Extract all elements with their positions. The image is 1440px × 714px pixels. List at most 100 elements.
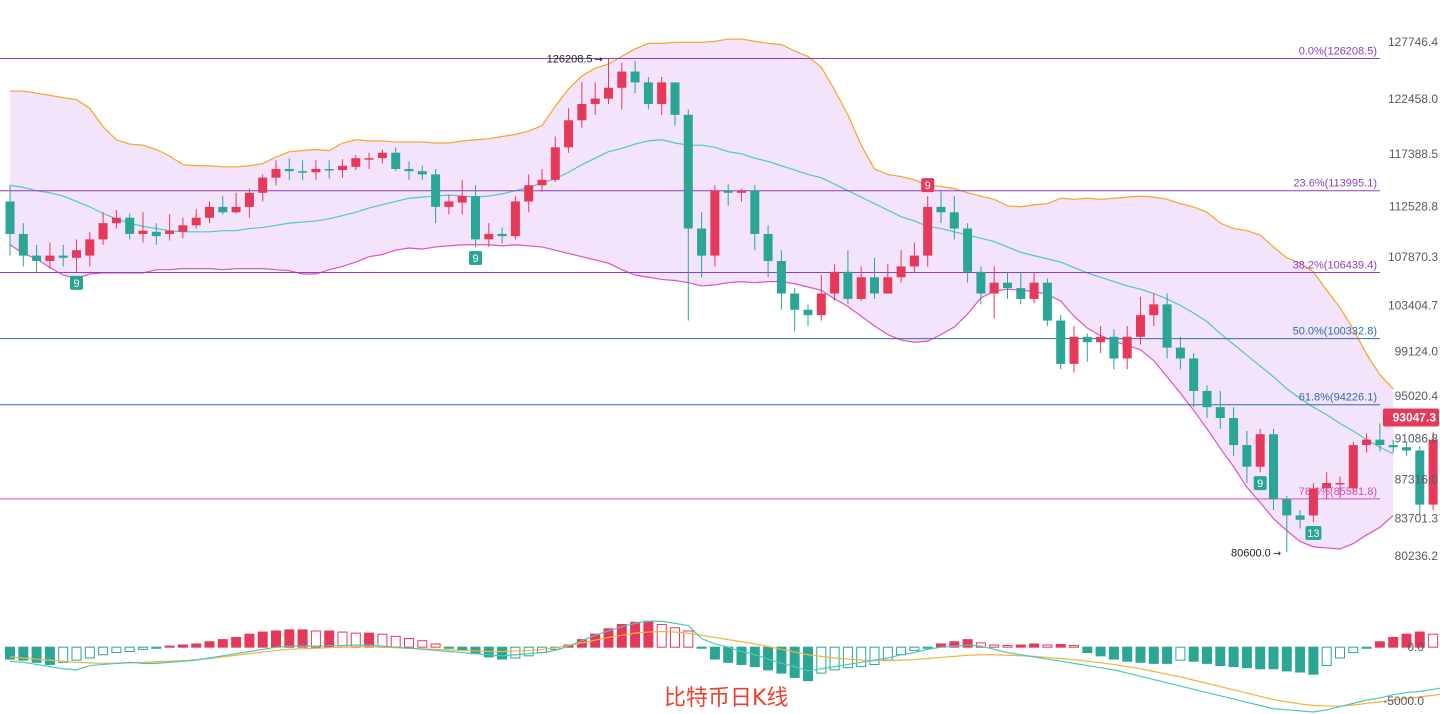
candle-body [1269, 434, 1278, 500]
macd-histogram-bar [789, 646, 800, 678]
td-marker-badge [70, 275, 83, 290]
candle-body [510, 201, 520, 237]
candle-body [923, 206, 933, 256]
bollinger-bands [9, 38, 1394, 550]
candle-body [45, 255, 55, 262]
td-marker: 9 [70, 275, 83, 290]
macd-histogram-bar [922, 646, 933, 649]
candle [564, 108, 574, 153]
candle [58, 244, 68, 267]
macd-histogram-bar [417, 640, 428, 648]
candle-body [1322, 482, 1332, 489]
candle-body [311, 168, 321, 173]
td-marker-text: 9 [1257, 478, 1263, 490]
candle-body [1335, 482, 1345, 485]
macd-histogram-bar [71, 646, 82, 661]
macd-histogram-bar [1042, 644, 1053, 648]
candle [1096, 325, 1106, 354]
macd-histogram-bar [1268, 646, 1279, 670]
candle [617, 62, 627, 110]
candle-body [324, 168, 334, 171]
candle-body [32, 255, 42, 262]
macd-histogram-bar [723, 646, 734, 663]
candle-body [258, 177, 268, 193]
macd-histogram-bar [896, 646, 907, 656]
candle [1122, 325, 1132, 370]
bollinger-lower-line [9, 244, 1394, 550]
candle [391, 147, 401, 172]
td-marker-text: 13 [1307, 528, 1319, 540]
macd-histogram-bar [1414, 631, 1425, 648]
fib-level-label: 0.0%(126208.5) [1299, 45, 1377, 57]
candle [1242, 431, 1252, 483]
macd-histogram-bar [1348, 646, 1359, 654]
candle [205, 201, 214, 224]
td-marker-badge [469, 250, 482, 265]
macd-histogram-bar [124, 646, 135, 652]
candle-body [657, 82, 667, 105]
macd-histogram-bar [856, 646, 867, 668]
candle-body [710, 190, 720, 256]
macd-histogram-bar [164, 645, 175, 648]
candle-body [830, 271, 840, 294]
candle-body [564, 120, 574, 148]
candle [524, 174, 534, 213]
candle [258, 174, 268, 202]
candle-body [1295, 515, 1305, 520]
macd-tick-label: 0.0 [1407, 640, 1424, 654]
candle [1282, 495, 1292, 553]
candle [723, 184, 733, 206]
price-tick-label: 87316.0 [1395, 473, 1439, 487]
candle-body [444, 201, 454, 207]
candle [1069, 325, 1079, 373]
candle [125, 213, 135, 240]
candle-body [1189, 358, 1199, 391]
macd-histogram-bar [1428, 633, 1439, 648]
candle [1348, 441, 1358, 494]
candle [590, 82, 600, 115]
candle [98, 212, 108, 245]
candle [1162, 293, 1172, 359]
price-tick-label: 83701.3 [1395, 512, 1439, 526]
macd-indicator [5, 620, 1440, 713]
macd-histogram-bar [803, 646, 813, 682]
macd-histogram-bar [1321, 646, 1332, 667]
macd-histogram-bar [324, 630, 335, 648]
high-price-annotation: 126208.5 [547, 53, 593, 65]
candle-body [58, 255, 68, 258]
macd-histogram-bar [1108, 646, 1119, 660]
candle [1295, 510, 1305, 529]
candle [45, 242, 55, 269]
candle-body [417, 171, 427, 175]
candle [816, 275, 826, 321]
candle-body [497, 233, 507, 237]
candle-body [683, 114, 693, 229]
macd-histogram-bar [1374, 641, 1385, 648]
candle-body [803, 309, 813, 316]
candle [976, 266, 986, 305]
price-tick-label: 103404.7 [1388, 298, 1438, 312]
td-marker-text: 9 [472, 253, 478, 265]
candle [1229, 407, 1239, 456]
macd-histogram-bar [1055, 643, 1066, 648]
candle-body [72, 250, 81, 258]
macd-histogram-bar [1175, 646, 1186, 661]
candle-body [138, 230, 148, 234]
candle [417, 165, 427, 180]
candle [364, 152, 374, 169]
candle-body [936, 206, 946, 213]
macd-histogram-bar [443, 646, 454, 649]
macd-histogram-bar [404, 638, 414, 648]
price-tick-label: 95020.4 [1395, 389, 1439, 403]
candle [284, 158, 294, 180]
macd-histogram-bar [297, 629, 308, 648]
candle [1016, 271, 1026, 305]
candle [311, 160, 321, 180]
fib-level-label: 50.0%(100332.8) [1293, 326, 1377, 338]
candle-body [1122, 336, 1132, 359]
candle-body [604, 87, 613, 99]
candle [1056, 315, 1066, 370]
candle-body [1415, 450, 1425, 505]
macd-histogram-bar [390, 635, 401, 648]
